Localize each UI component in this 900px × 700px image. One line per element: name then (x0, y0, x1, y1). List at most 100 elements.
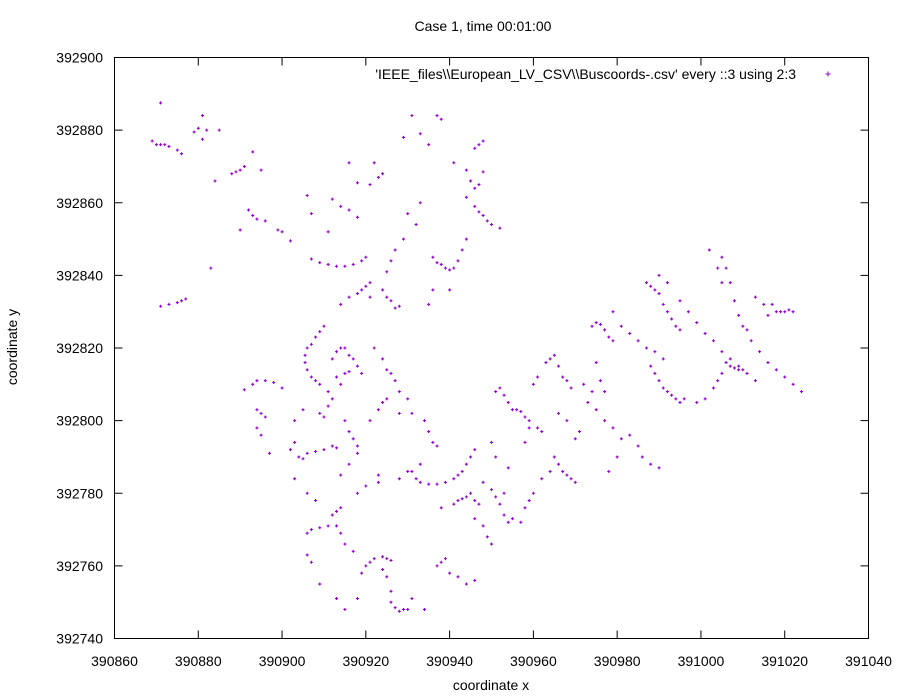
data-point (628, 331, 632, 335)
data-point (611, 339, 615, 343)
data-point (724, 266, 728, 270)
data-point (435, 261, 439, 265)
x-tick-label: 390980 (594, 653, 641, 669)
plot-area-frame (114, 57, 869, 639)
data-point (439, 117, 443, 121)
data-point (255, 379, 259, 383)
data-point (515, 408, 519, 412)
data-point (783, 310, 787, 314)
data-point (335, 446, 339, 450)
data-point (665, 390, 669, 394)
data-point (234, 170, 238, 174)
data-point (448, 288, 452, 292)
data-point (464, 495, 468, 499)
data-point (670, 393, 674, 397)
data-point (510, 408, 514, 412)
data-point (389, 600, 393, 604)
data-point (791, 310, 795, 314)
data-point (460, 497, 464, 501)
data-point (523, 415, 527, 419)
data-point (611, 310, 615, 314)
data-point (418, 480, 422, 484)
data-point (737, 364, 741, 368)
data-point (653, 288, 657, 292)
data-point (355, 215, 359, 219)
data-point (175, 148, 179, 152)
data-point (561, 469, 565, 473)
data-point (314, 499, 318, 503)
data-point (557, 411, 561, 415)
data-point (481, 480, 485, 484)
data-point (481, 170, 485, 174)
data-point (695, 400, 699, 404)
data-point (339, 302, 343, 306)
data-point (263, 219, 267, 223)
data-point (347, 161, 351, 165)
data-point (339, 473, 343, 477)
data-point (741, 324, 745, 328)
data-point (716, 379, 720, 383)
data-point (712, 386, 716, 390)
data-point (343, 346, 347, 350)
data-point (385, 295, 389, 299)
data-point (464, 237, 468, 241)
data-point (418, 132, 422, 136)
data-point (649, 284, 653, 288)
data-point (322, 324, 326, 328)
x-tick-label: 390940 (426, 653, 473, 669)
data-point (745, 328, 749, 332)
data-point (422, 607, 426, 611)
data-point (184, 297, 188, 301)
data-point (749, 339, 753, 343)
x-axis-ticks: 390860 390880 390900 390920 390940 390960 3909… (91, 57, 892, 669)
data-point (343, 264, 347, 268)
data-point (385, 397, 389, 401)
legend-marker (825, 71, 831, 77)
y-tick-label: 392820 (56, 340, 103, 356)
data-point (494, 455, 498, 459)
data-point (343, 542, 347, 546)
data-point (305, 193, 309, 197)
data-point (427, 302, 431, 306)
data-point (368, 560, 372, 564)
data-point (619, 437, 623, 441)
data-point (360, 288, 364, 292)
data-point (385, 368, 389, 372)
data-point (695, 321, 699, 325)
data-point (544, 361, 548, 365)
data-point (200, 137, 204, 141)
data-point (255, 426, 259, 430)
data-point (267, 451, 271, 455)
data-point (347, 430, 351, 434)
data-point (397, 411, 401, 415)
data-point (678, 400, 682, 404)
data-point (406, 212, 410, 216)
data-point (477, 210, 481, 214)
data-point (402, 237, 406, 241)
data-point (594, 408, 598, 412)
data-point (339, 506, 343, 510)
data-point (452, 266, 456, 270)
data-point (372, 346, 376, 350)
data-point (376, 175, 380, 179)
data-point (255, 408, 259, 412)
data-point (355, 292, 359, 296)
data-point (716, 266, 720, 270)
data-point (745, 371, 749, 375)
data-point (674, 397, 678, 401)
data-point (385, 575, 389, 579)
data-point (460, 248, 464, 252)
data-point (347, 370, 351, 374)
data-point (636, 444, 640, 448)
data-point (389, 259, 393, 263)
y-tick-label: 392900 (56, 50, 103, 66)
data-point (536, 375, 540, 379)
data-point (364, 255, 368, 259)
data-point (280, 386, 284, 390)
data-point (577, 430, 581, 434)
data-point (473, 448, 477, 452)
data-point (368, 183, 372, 187)
data-point (393, 306, 397, 310)
data-point (376, 408, 380, 412)
data-point (779, 310, 783, 314)
